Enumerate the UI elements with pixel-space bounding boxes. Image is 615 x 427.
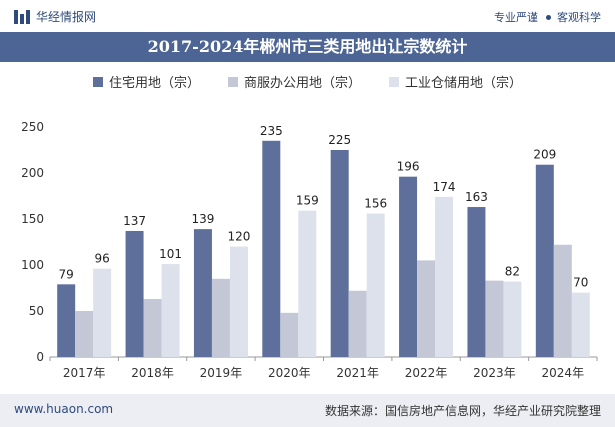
- bar-3: [298, 210, 317, 357]
- x-tick-label: 2020年: [268, 366, 311, 380]
- footer-source: 数据来源：国信房地产信息网，华经产业研究院整理: [324, 404, 601, 418]
- brand[interactable]: 华经情报网: [14, 8, 96, 25]
- data-label: 137: [123, 214, 146, 228]
- bar-3: [435, 196, 454, 357]
- x-tick-label: 2022年: [405, 366, 448, 380]
- y-tick-label: 50: [29, 304, 44, 318]
- data-label: 96: [95, 252, 110, 266]
- y-tick-label: 250: [21, 120, 44, 134]
- huajing-logo-icon: [14, 9, 30, 24]
- x-tick-label: 2019年: [200, 366, 243, 380]
- y-tick-label: 200: [21, 166, 44, 180]
- bar-1: [467, 207, 486, 357]
- bar-3: [229, 246, 248, 357]
- data-label: 235: [260, 124, 283, 138]
- x-tick-label: 2021年: [336, 366, 379, 380]
- y-tick-label: 100: [21, 258, 44, 272]
- bar-2: [211, 278, 230, 357]
- data-label: 139: [191, 212, 214, 226]
- legend-item-residential[interactable]: 住宅用地（宗）: [92, 72, 200, 91]
- bar-3: [93, 268, 112, 357]
- bar-3: [503, 281, 522, 357]
- bar-3: [161, 264, 180, 357]
- y-tick-label: 0: [36, 350, 44, 364]
- data-label: 156: [364, 196, 387, 210]
- data-label: 79: [59, 267, 74, 281]
- legend-item-industrial[interactable]: 工业仓储用地（宗）: [389, 72, 522, 91]
- tagline: 专业严谨 客观科学: [494, 9, 601, 25]
- data-label: 120: [227, 230, 250, 244]
- bar-2: [348, 290, 367, 357]
- data-label: 101: [159, 247, 182, 261]
- top-bar: 华经情报网 专业严谨 客观科学: [0, 0, 615, 32]
- tagline-right: 客观科学: [557, 11, 601, 24]
- bar-2: [417, 260, 436, 357]
- chart-legend: 住宅用地（宗） 商服办公用地（宗） 工业仓储用地（宗）: [0, 72, 615, 91]
- legend-label-commercial: 商服办公用地（宗）: [243, 76, 361, 91]
- bar-3: [366, 213, 385, 357]
- chart-title: 2017-2024年郴州市三类用地出让宗数统计: [0, 32, 615, 62]
- bar-1: [330, 150, 349, 357]
- bar-2: [280, 312, 299, 357]
- data-label: 225: [328, 133, 351, 147]
- data-label: 209: [533, 148, 556, 162]
- footer-url[interactable]: www.huaon.com: [14, 402, 114, 416]
- legend-swatch-commercial: [227, 76, 238, 87]
- data-label: 174: [433, 180, 456, 194]
- bar-1: [399, 176, 418, 357]
- brand-name: 华经情报网: [36, 10, 97, 24]
- x-tick-label: 2024年: [542, 366, 585, 380]
- legend-label-residential: 住宅用地（宗）: [108, 76, 200, 91]
- bar-1: [125, 230, 144, 357]
- bar-1: [57, 284, 76, 357]
- bar-1: [535, 164, 554, 357]
- bar-1: [262, 140, 281, 357]
- legend-item-commercial[interactable]: 商服办公用地（宗）: [227, 72, 361, 91]
- legend-label-industrial: 工业仓储用地（宗）: [405, 76, 523, 91]
- bar-chart: 0 50 100 150 200 250 79 96 2017年 137 101 2018年 139 12…: [21, 120, 598, 380]
- legend-swatch-residential: [92, 76, 103, 87]
- data-label: 82: [505, 265, 520, 279]
- bar-2: [553, 244, 572, 357]
- bar-1: [193, 229, 212, 357]
- legend-swatch-industrial: [389, 76, 399, 87]
- data-label: 196: [397, 160, 420, 174]
- tagline-left: 专业严谨: [494, 11, 538, 24]
- bar-2: [143, 299, 162, 357]
- y-tick-label: 150: [21, 212, 44, 226]
- bar-2: [75, 311, 94, 357]
- footer: www.huaon.com 数据来源：国信房地产信息网，华经产业研究院整理: [0, 394, 615, 427]
- separator-dot-icon: [546, 14, 551, 20]
- x-tick-label: 2017年: [63, 366, 106, 380]
- x-tick-label: 2023年: [473, 366, 516, 380]
- x-tick-label: 2018年: [131, 366, 174, 380]
- data-label: 159: [296, 194, 319, 208]
- data-label: 70: [573, 276, 588, 290]
- bar-3: [571, 292, 590, 357]
- bar-2: [485, 280, 504, 357]
- data-label: 163: [465, 190, 488, 204]
